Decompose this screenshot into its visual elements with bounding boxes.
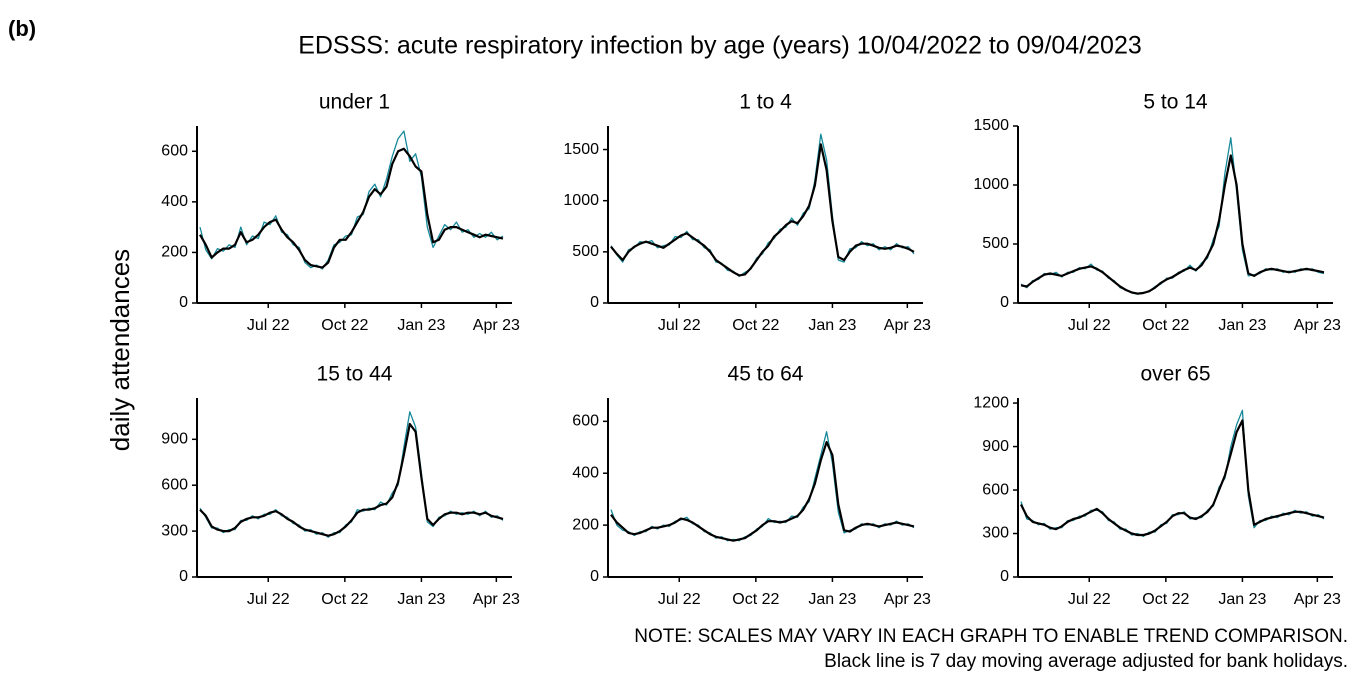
chart-title: EDSSS: acute respiratory infection by ag… — [298, 32, 1142, 60]
x-tick-label: Oct 22 — [1142, 317, 1189, 334]
x-tick-label: Jul 22 — [658, 317, 701, 334]
panel-title: 15 to 44 — [317, 363, 393, 386]
x-tick-label: Apr 23 — [473, 591, 520, 608]
note: NOTE: SCALES MAY VARY IN EACH GRAPH TO E… — [634, 626, 1348, 647]
y-tick-label: 400 — [161, 193, 188, 210]
x-tick-label: Jan 23 — [1218, 317, 1266, 334]
x-tick-label: Jul 22 — [658, 591, 701, 608]
panel-title: 45 to 64 — [728, 363, 804, 386]
y-tick-label: 0 — [1000, 568, 1009, 585]
y-tick-label: 500 — [982, 235, 1009, 252]
moving-average-line — [199, 422, 504, 537]
figure-label: (b) — [8, 16, 36, 41]
y-tick-label: 600 — [982, 481, 1009, 498]
y-tick-label: 0 — [179, 568, 188, 585]
note: Black line is 7 day moving average adjus… — [824, 651, 1348, 672]
x-tick-label: Oct 22 — [732, 317, 779, 334]
x-tick-label: Jan 23 — [808, 591, 856, 608]
x-tick-label: Jan 23 — [808, 317, 856, 334]
x-tick-label: Apr 23 — [1294, 317, 1341, 334]
y-tick-label: 1000 — [973, 176, 1009, 193]
y-tick-label: 400 — [572, 464, 599, 481]
y-tick-label: 200 — [161, 244, 188, 261]
x-tick-label: Oct 22 — [732, 591, 779, 608]
x-tick-label: Jul 22 — [247, 317, 290, 334]
y-tick-label: 0 — [590, 568, 599, 585]
panel-title: 1 to 4 — [739, 91, 792, 114]
y-tick-label: 0 — [590, 294, 599, 311]
y-tick-label: 600 — [572, 413, 599, 430]
y-tick-label: 1000 — [563, 192, 599, 209]
y-tick-label: 500 — [572, 243, 599, 260]
x-tick-label: Jan 23 — [1218, 591, 1266, 608]
moving-average-line — [199, 147, 504, 269]
y-tick-label: 1200 — [973, 394, 1009, 411]
daily-line — [199, 130, 504, 270]
x-tick-label: Oct 22 — [321, 317, 368, 334]
moving-average-line — [610, 441, 915, 542]
daily-line — [610, 133, 915, 278]
x-tick-label: Jul 22 — [1068, 317, 1111, 334]
x-tick-label: Apr 23 — [884, 591, 931, 608]
y-tick-label: 200 — [572, 516, 599, 533]
y-tick-label: 0 — [1000, 294, 1009, 311]
y-tick-label: 0 — [179, 294, 188, 311]
x-tick-label: Jan 23 — [397, 591, 445, 608]
x-tick-label: Jul 22 — [1068, 591, 1111, 608]
moving-average-line — [610, 143, 915, 277]
y-tick-label: 1500 — [563, 141, 599, 158]
y-tick-label: 600 — [161, 143, 188, 160]
y-tick-label: 300 — [161, 522, 188, 539]
y-tick-label: 600 — [161, 476, 188, 493]
x-tick-label: Oct 22 — [321, 591, 368, 608]
panel-title: over 65 — [1140, 363, 1210, 386]
y-axis-label: daily attendances — [105, 249, 135, 451]
panel-title: 5 to 14 — [1143, 91, 1208, 114]
moving-average-line — [1020, 419, 1325, 537]
x-tick-label: Apr 23 — [1294, 591, 1341, 608]
x-tick-label: Jan 23 — [397, 317, 445, 334]
x-tick-label: Oct 22 — [1142, 591, 1189, 608]
moving-average-line — [1020, 154, 1325, 295]
x-tick-label: Apr 23 — [473, 317, 520, 334]
y-tick-label: 1500 — [973, 117, 1009, 134]
x-tick-label: Jul 22 — [247, 591, 290, 608]
x-tick-label: Apr 23 — [884, 317, 931, 334]
y-tick-label: 300 — [982, 525, 1009, 542]
y-tick-label: 900 — [161, 431, 188, 448]
panel-title: under 1 — [319, 91, 390, 114]
y-tick-label: 900 — [982, 438, 1009, 455]
